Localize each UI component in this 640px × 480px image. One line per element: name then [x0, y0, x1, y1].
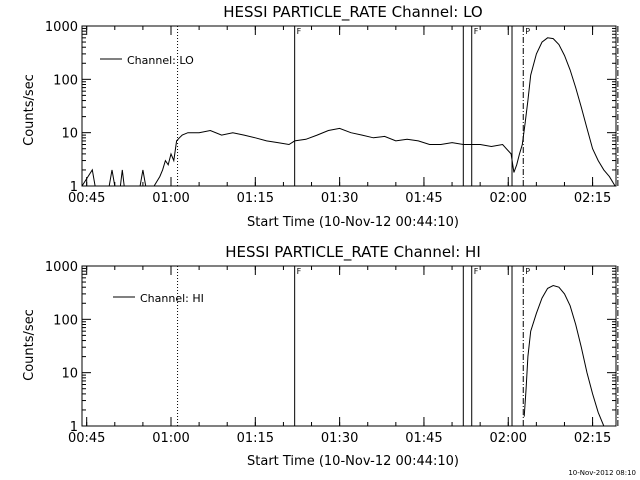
panel-hi-xtick-label: 02:15 — [574, 431, 611, 446]
panel-lo-xlabel: Start Time (10-Nov-12 00:44:10) — [247, 215, 459, 230]
panel-lo-frame — [81, 25, 617, 187]
panel-hi-xtick-label: 01:15 — [237, 431, 274, 446]
panel-hi-ylabel: Counts/sec — [22, 309, 37, 381]
panel-hi-legend-label: Channel: HI — [140, 292, 204, 305]
panel-lo-xtick-label: 02:00 — [490, 191, 527, 206]
panel-hi-xtick-label: 02:00 — [490, 431, 527, 446]
footer-timestamp: 10-Nov-2012 08:10 — [568, 469, 636, 477]
panel-hi-marker-flag: P — [525, 267, 530, 276]
panel-lo-marker-flag: P — [525, 27, 530, 36]
panel-lo-ytick-label: 10 — [61, 127, 78, 142]
panel-lo-xtick-label: 01:15 — [237, 191, 274, 206]
panel-lo-ytick-label: 100 — [53, 73, 78, 88]
panel-lo-xtick-label: 00:45 — [68, 191, 105, 206]
panel-lo-legend-label: Channel: LO — [127, 54, 194, 67]
panel-hi-xlabel: Start Time (10-Nov-12 00:44:10) — [247, 454, 459, 469]
panel-hi-marker-flag: F — [297, 267, 302, 276]
panel-hi-title: HESSI PARTICLE_RATE Channel: HI — [225, 243, 481, 262]
panel-lo-marker-flag: F — [474, 27, 479, 36]
panel-hi-ytick-label: 100 — [53, 313, 78, 328]
panel-hi-ytick-label: 1 — [70, 420, 78, 435]
panel-hi-xtick-label: 00:45 — [68, 431, 105, 446]
panel-hi-xtick-label: 01:45 — [405, 431, 442, 446]
panel-lo-xtick-label: 01:45 — [405, 191, 442, 206]
panel-hi-ytick-label: 10 — [61, 367, 78, 382]
panel-lo-xtick-label: 02:15 — [574, 191, 611, 206]
panel-lo-ytick-label: 1 — [70, 180, 78, 195]
panel-lo-xtick-label: 01:00 — [152, 191, 189, 206]
panel-lo-ylabel: Counts/sec — [22, 74, 37, 146]
panel-hi-ytick-label: 1000 — [45, 260, 78, 275]
panel-hi-series-line — [523, 284, 605, 426]
panel-lo: 1 10 100 1000 00:45 01:00 01:15 01:30 01:45 02:00… — [45, 20, 619, 206]
panel-lo-ytick-label: 1000 — [45, 20, 78, 35]
panel-hi-marker-flag: F — [474, 267, 479, 276]
panel-hi: 1 10 100 1000 00:45 01:00 01:15 01:30 01:45 02:00… — [45, 260, 619, 446]
panel-lo-marker-flag: F — [297, 27, 302, 36]
panel-hi-frame — [81, 265, 617, 427]
panel-lo-title: HESSI PARTICLE_RATE Channel: LO — [223, 3, 482, 22]
panel-hi-xtick-label: 01:00 — [152, 431, 189, 446]
panel-lo-xtick-label: 01:30 — [321, 191, 358, 206]
panel-lo-series-line — [82, 37, 616, 186]
panel-hi-xtick-label: 01:30 — [321, 431, 358, 446]
